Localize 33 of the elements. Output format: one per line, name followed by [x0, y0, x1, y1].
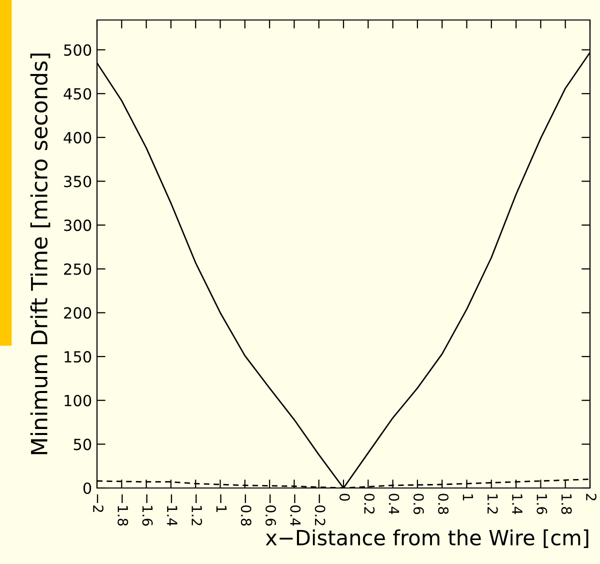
y-tick-label: 100: [64, 394, 92, 406]
x-tick-label: −1.8: [118, 494, 128, 526]
x-tick-label: −1.2: [192, 494, 202, 526]
x-tick-label: 0.2: [364, 494, 375, 514]
y-tick-label: 150: [64, 351, 92, 363]
y-tick-label: 200: [64, 307, 92, 319]
y-tick-label: 300: [64, 220, 92, 232]
y-tick-label: 50: [74, 438, 92, 450]
x-tick-label: 1.6: [536, 494, 548, 514]
y-axis-title: Minimum Drift Time [micro seconds]: [30, 54, 50, 454]
y-tick-label: 450: [64, 88, 92, 100]
y-tick-label: 350: [64, 176, 92, 188]
x-tick-label: 1.2: [488, 494, 498, 514]
x-tick-label: 2: [586, 494, 596, 500]
x-tick-label: −1: [216, 494, 227, 512]
x-tick-label: 1.8: [561, 494, 572, 514]
x-tick-label: −0.8: [240, 494, 252, 526]
x-tick-label: 0.4: [388, 494, 400, 514]
x-tick-label: −1.4: [167, 494, 178, 526]
x-tick-label: −2: [93, 494, 104, 512]
x-tick-label: 0.6: [413, 494, 424, 514]
x-axis-title: x−Distance from the Wire [cm]: [266, 529, 588, 548]
x-tick-label: 1.4: [512, 494, 522, 514]
x-tick-label: −0.2: [314, 494, 326, 526]
y-tick-label: 250: [64, 263, 92, 275]
y-tick-label: 400: [64, 132, 92, 144]
x-tick-label: 0.8: [438, 494, 449, 514]
x-tick-label: −1.6: [142, 494, 153, 526]
x-tick-label: −0.4: [290, 494, 301, 526]
x-tick-label: 0: [339, 494, 350, 501]
x-tick-label: 1: [462, 494, 474, 500]
y-tick-label: 500: [64, 44, 92, 56]
x-tick-label: −0.6: [266, 494, 276, 526]
